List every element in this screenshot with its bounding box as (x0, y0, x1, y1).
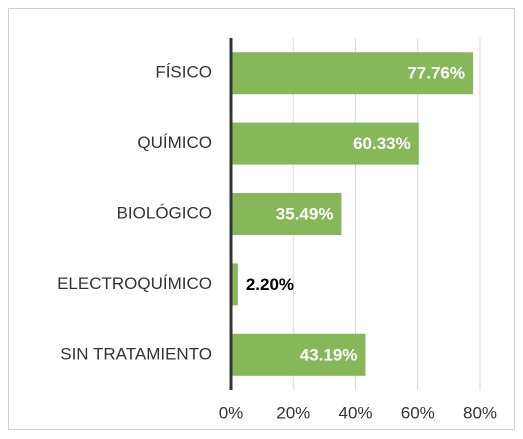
x-tick-label: 20% (276, 403, 310, 422)
y-tick-label: ELECTROQUÍMICO (57, 274, 212, 293)
value-label: 35.49% (276, 204, 334, 223)
bar (231, 193, 342, 235)
bar (231, 263, 238, 306)
bar (231, 122, 419, 165)
value-label: 43.19% (300, 345, 358, 364)
x-tick-label: 40% (338, 403, 372, 422)
x-tick-label: 0% (219, 403, 244, 422)
bar (231, 333, 366, 376)
bar (231, 52, 474, 95)
x-tick-label: 80% (463, 403, 497, 422)
x-tick-label: 60% (401, 403, 435, 422)
value-label: 77.76% (407, 64, 465, 83)
y-tick-label: SIN TRATAMIENTO (60, 344, 212, 363)
y-tick-label: FÍSICO (155, 63, 212, 82)
y-tick-label: BIOLÓGICO (117, 203, 212, 222)
value-label: 60.33% (353, 134, 411, 153)
value-label: 2.20% (246, 275, 294, 294)
y-tick-label: QUÍMICO (137, 133, 212, 152)
